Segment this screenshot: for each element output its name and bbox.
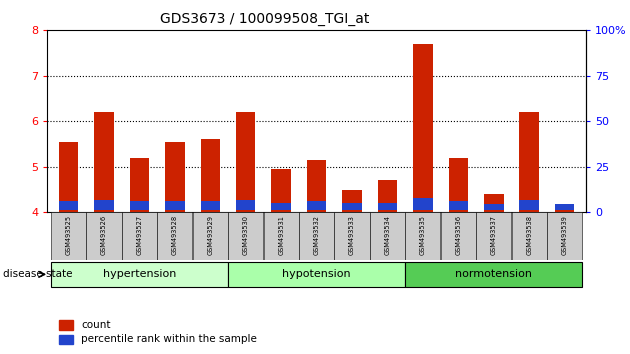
FancyBboxPatch shape — [158, 212, 192, 260]
Bar — [378, 203, 397, 210]
Bar — [200, 201, 220, 210]
Bar — [236, 200, 255, 210]
Text: GSM493527: GSM493527 — [136, 215, 142, 255]
FancyBboxPatch shape — [512, 212, 547, 260]
FancyBboxPatch shape — [405, 262, 582, 287]
Bar — [59, 320, 73, 330]
Text: GSM493536: GSM493536 — [455, 215, 461, 255]
Text: GSM493532: GSM493532 — [314, 215, 319, 255]
Bar — [520, 112, 539, 212]
FancyBboxPatch shape — [476, 212, 512, 260]
FancyBboxPatch shape — [86, 212, 122, 260]
Bar — [449, 201, 468, 210]
Text: GSM493537: GSM493537 — [491, 215, 497, 255]
Bar — [272, 203, 291, 210]
Text: hypertension: hypertension — [103, 269, 176, 279]
Text: percentile rank within the sample: percentile rank within the sample — [81, 335, 257, 344]
Bar — [307, 160, 326, 212]
Text: GSM493534: GSM493534 — [384, 215, 391, 255]
FancyBboxPatch shape — [370, 212, 405, 260]
Bar — [484, 194, 503, 212]
FancyBboxPatch shape — [193, 212, 228, 260]
Text: hypotension: hypotension — [282, 269, 351, 279]
FancyBboxPatch shape — [547, 212, 582, 260]
Text: GSM493530: GSM493530 — [243, 215, 249, 255]
Bar — [236, 112, 255, 212]
Bar — [449, 158, 468, 212]
FancyBboxPatch shape — [122, 212, 157, 260]
Text: GSM493529: GSM493529 — [207, 215, 214, 255]
Bar — [413, 44, 433, 212]
Bar — [272, 169, 291, 212]
Text: GDS3673 / 100099508_TGI_at: GDS3673 / 100099508_TGI_at — [160, 12, 369, 27]
FancyBboxPatch shape — [51, 262, 228, 287]
Bar — [59, 201, 78, 210]
Bar — [342, 203, 362, 210]
FancyBboxPatch shape — [335, 212, 370, 260]
Text: GSM493528: GSM493528 — [172, 215, 178, 255]
Text: GSM493526: GSM493526 — [101, 215, 107, 255]
Bar — [130, 158, 149, 212]
Text: disease state: disease state — [3, 269, 72, 279]
Text: GSM493525: GSM493525 — [66, 215, 72, 255]
Text: GSM493533: GSM493533 — [349, 215, 355, 255]
Bar — [165, 201, 185, 210]
Bar — [555, 206, 575, 212]
Bar — [94, 112, 113, 212]
Bar — [413, 198, 433, 210]
Text: GSM493535: GSM493535 — [420, 215, 426, 255]
Bar — [378, 179, 397, 212]
Text: normotension: normotension — [455, 269, 532, 279]
FancyBboxPatch shape — [405, 212, 440, 260]
Text: GSM493531: GSM493531 — [278, 215, 284, 255]
FancyBboxPatch shape — [299, 212, 334, 260]
Bar — [59, 142, 78, 212]
FancyBboxPatch shape — [441, 212, 476, 260]
FancyBboxPatch shape — [51, 212, 86, 260]
Bar — [94, 200, 113, 210]
Text: count: count — [81, 320, 110, 330]
Bar — [484, 204, 503, 210]
Text: GSM493539: GSM493539 — [561, 215, 568, 255]
Text: GSM493538: GSM493538 — [526, 215, 532, 255]
FancyBboxPatch shape — [263, 212, 299, 260]
Bar — [520, 200, 539, 210]
Bar — [200, 139, 220, 212]
FancyBboxPatch shape — [228, 212, 263, 260]
Bar — [307, 201, 326, 210]
Bar — [59, 335, 73, 344]
Bar — [342, 190, 362, 212]
Bar — [555, 204, 575, 210]
Bar — [165, 142, 185, 212]
FancyBboxPatch shape — [228, 262, 405, 287]
Bar — [130, 201, 149, 210]
